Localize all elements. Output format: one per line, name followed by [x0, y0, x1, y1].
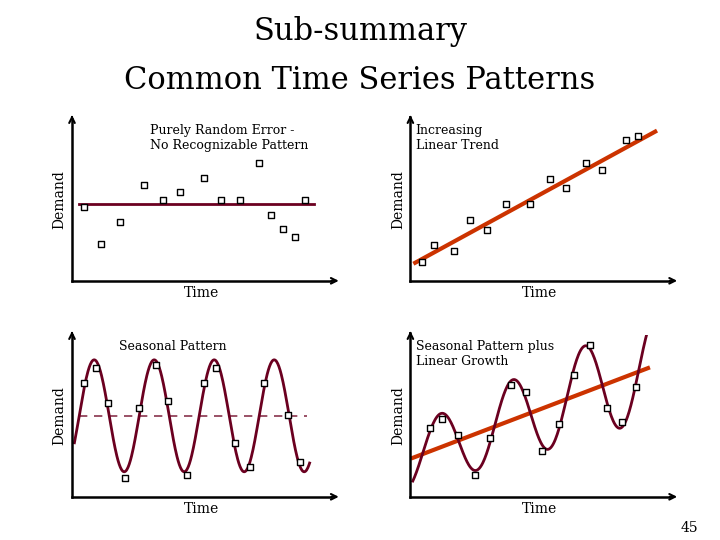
Text: Increasing
Linear Trend: Increasing Linear Trend	[415, 124, 498, 152]
Point	[253, 159, 265, 167]
Y-axis label: Demand: Demand	[53, 170, 66, 230]
Point	[585, 341, 596, 349]
Point	[601, 403, 613, 412]
Point	[133, 404, 145, 413]
Point	[505, 381, 517, 389]
Point	[453, 430, 464, 439]
Point	[198, 173, 210, 182]
Point	[597, 165, 608, 174]
Text: Seasonal Pattern: Seasonal Pattern	[119, 340, 226, 353]
Point	[544, 174, 555, 183]
Text: Sub-summary: Sub-summary	[253, 16, 467, 47]
Point	[95, 240, 107, 248]
Point	[258, 379, 270, 387]
Point	[234, 195, 246, 204]
Point	[525, 200, 536, 209]
Point	[428, 240, 440, 249]
Point	[616, 417, 627, 426]
Point	[633, 132, 644, 140]
Point	[181, 470, 193, 479]
Point	[436, 415, 447, 423]
Point	[210, 364, 222, 373]
Point	[119, 473, 130, 482]
Text: Purely Random Error -
No Recognizable Pattern: Purely Random Error - No Recognizable Pa…	[150, 124, 308, 152]
Point	[102, 399, 114, 407]
Point	[500, 199, 512, 208]
Point	[244, 463, 256, 472]
Point	[78, 379, 90, 387]
Text: Common Time Series Patterns: Common Time Series Patterns	[125, 65, 595, 96]
Point	[299, 195, 310, 204]
Point	[230, 438, 241, 447]
Text: 45: 45	[681, 521, 698, 535]
Point	[520, 388, 531, 397]
Point	[561, 184, 572, 192]
Point	[417, 258, 428, 266]
Point	[215, 195, 227, 204]
Point	[469, 470, 481, 479]
Point	[621, 136, 632, 144]
Text: Seasonal Pattern plus
Linear Growth: Seasonal Pattern plus Linear Growth	[415, 340, 554, 368]
Y-axis label: Demand: Demand	[391, 386, 405, 445]
Point	[568, 371, 580, 380]
X-axis label: Time: Time	[523, 286, 557, 300]
Point	[424, 424, 436, 433]
Point	[289, 232, 301, 241]
Point	[464, 216, 476, 225]
Point	[266, 210, 277, 219]
Y-axis label: Demand: Demand	[53, 386, 66, 445]
Point	[114, 218, 126, 226]
Point	[198, 379, 210, 387]
X-axis label: Time: Time	[523, 502, 557, 516]
Point	[448, 247, 459, 255]
Point	[482, 225, 493, 234]
X-axis label: Time: Time	[184, 286, 219, 300]
Point	[536, 447, 548, 455]
Point	[138, 181, 150, 190]
Point	[150, 361, 162, 369]
Point	[484, 434, 495, 443]
Point	[282, 410, 294, 419]
Point	[277, 225, 289, 234]
Point	[78, 203, 90, 212]
Point	[554, 420, 565, 428]
Point	[90, 364, 102, 373]
Point	[580, 159, 591, 168]
Point	[294, 458, 306, 467]
Point	[630, 383, 642, 392]
Y-axis label: Demand: Demand	[391, 170, 405, 230]
Point	[162, 397, 174, 406]
Point	[158, 195, 169, 204]
Point	[174, 188, 186, 197]
X-axis label: Time: Time	[184, 502, 219, 516]
